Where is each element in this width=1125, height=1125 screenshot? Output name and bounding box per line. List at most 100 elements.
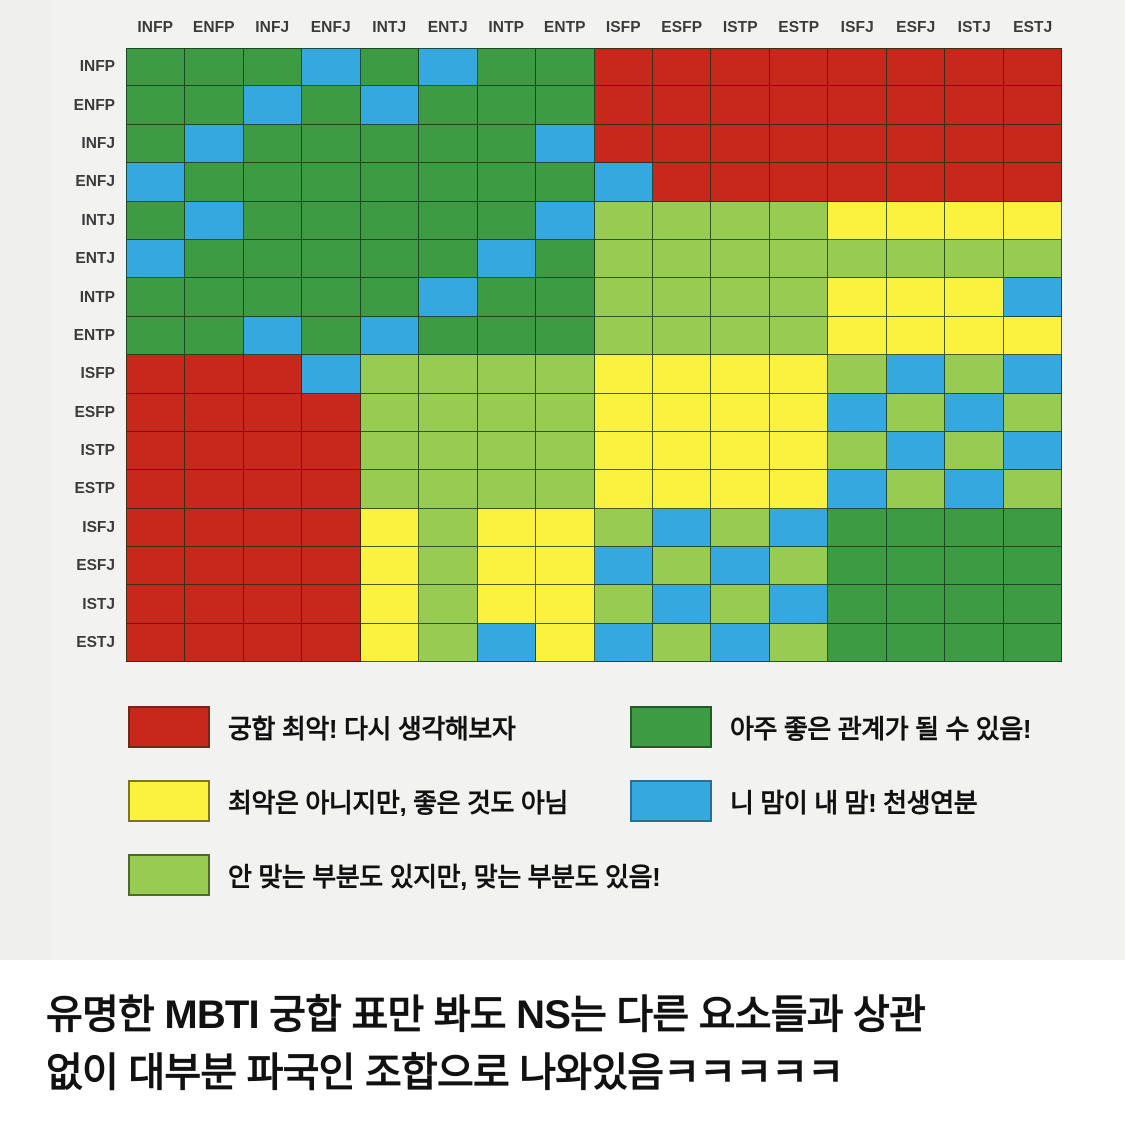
matrix-cell-infp-istj (945, 48, 1004, 87)
matrix-cell-entj-estp (769, 239, 829, 279)
matrix-cell-istj-entj (419, 585, 478, 624)
matrix-cell-istp-istj (945, 431, 1004, 471)
matrix-row-header-esfp: ESFP (74, 403, 115, 421)
matrix-cell-estj-esfj (886, 623, 946, 663)
matrix-cell-entp-entj (419, 316, 478, 356)
matrix-cell-infj-istj (945, 124, 1004, 164)
matrix-column-header-infj: INFJ (255, 19, 290, 36)
matrix-row-cells (126, 470, 1062, 509)
matrix-cell-istp-intj (360, 431, 420, 471)
matrix-cell-esfp-infj (243, 393, 303, 432)
matrix-cell-estj-infp (126, 623, 186, 663)
matrix-cell-intj-isfj (828, 201, 887, 240)
legend-swatch-great (630, 706, 712, 748)
matrix-cell-esfj-isfp (594, 547, 653, 586)
matrix-cell-enfp-istp (711, 86, 770, 125)
matrix-cell-isfj-intp (477, 508, 537, 548)
matrix-column-header-esfj: ESFJ (896, 19, 936, 36)
matrix-row-cells (126, 316, 1062, 356)
caption-line-2: 없이 대부분 파국인 조합으로 나와있음ㅋㅋㅋㅋㅋ (46, 1051, 844, 1095)
matrix-cell-esfj-entp (536, 547, 595, 586)
legend-label-worst: 궁합 최악! 다시 생각해보자 (228, 713, 516, 744)
matrix-cell-enfj-intj (360, 163, 420, 202)
matrix-row-cells (126, 239, 1062, 279)
matrix-cell-esfp-intj (360, 393, 420, 432)
matrix-cell-istj-intp (477, 585, 537, 624)
matrix-cell-entp-enfp (185, 316, 244, 356)
legend-item-neutral: 최악은 아니지만, 좋은 것도 아님 (128, 780, 568, 822)
matrix-cell-infj-estp (769, 124, 829, 164)
matrix-cell-intj-esfp (652, 201, 712, 240)
matrix-cell-esfp-esfp (652, 393, 712, 432)
matrix-cell-istj-estp (769, 585, 829, 624)
matrix-cell-entj-entj (419, 239, 478, 279)
legend-swatch-mixed (128, 854, 210, 896)
matrix-row: ISFP (52, 355, 1062, 394)
matrix-cell-estj-enfj (302, 623, 361, 663)
matrix-row: INTJ (52, 201, 1062, 240)
matrix-cell-istp-intp (477, 431, 537, 471)
matrix-cell-entj-isfp (594, 239, 653, 279)
matrix-cell-esfj-isfj (828, 547, 887, 586)
matrix-cell-intp-estj (1003, 278, 1062, 317)
matrix-row: ISTP (52, 431, 1062, 471)
matrix-cell-intp-entp (536, 278, 595, 317)
matrix-cell-estp-istj (945, 470, 1004, 509)
matrix-cell-isfj-intj (360, 508, 420, 548)
matrix-cell-infp-entj (419, 48, 478, 87)
matrix-cell-esfj-estj (1003, 547, 1062, 586)
matrix-cell-isfp-intj (360, 355, 420, 394)
matrix-cell-enfj-estj (1003, 163, 1062, 202)
matrix-cell-isfp-isfj (828, 355, 887, 394)
matrix-row: ESFP (52, 393, 1062, 432)
matrix-cell-enfj-istp (711, 163, 770, 202)
matrix-column-header-isfp: ISFP (605, 19, 641, 36)
matrix-cell-istp-infj (243, 431, 303, 471)
matrix-cell-isfj-esfj (886, 508, 946, 548)
matrix-cell-estj-enfp (185, 623, 244, 663)
matrix-cell-esfj-intj (360, 547, 420, 586)
matrix-cell-istp-enfj (302, 431, 361, 471)
matrix-cell-intp-infp (126, 278, 186, 317)
matrix-cell-enfp-isfp (594, 86, 653, 125)
matrix-cell-esfp-istp (711, 393, 770, 432)
matrix-cell-estp-enfj (302, 470, 361, 509)
caption-block: 유명한 MBTI 궁합 표만 봐도 NS는 다른 요소들과 상관 없이 대부분 … (0, 960, 1125, 1125)
matrix-row-cells (126, 585, 1062, 624)
matrix-cell-estj-intp (477, 623, 537, 663)
matrix-cell-estp-estp (769, 470, 829, 509)
matrix-row-cells (126, 163, 1062, 202)
matrix-row-cells (126, 201, 1062, 240)
matrix-cell-istj-esfj (886, 585, 946, 624)
matrix-cell-istp-isfp (594, 431, 653, 471)
matrix-cell-infp-estj (1003, 48, 1062, 87)
matrix-column-header-enfj: ENFJ (310, 19, 351, 36)
matrix-cell-entp-esfj (886, 316, 946, 356)
matrix-cell-enfp-enfp (185, 86, 244, 125)
matrix-cell-esfj-esfp (652, 547, 712, 586)
matrix-cell-istp-entp (536, 431, 595, 471)
matrix-cell-entj-enfp (185, 239, 244, 279)
matrix-cell-isfj-infp (126, 508, 186, 548)
matrix-cell-infj-isfj (828, 124, 887, 164)
matrix-cell-intp-enfj (302, 278, 361, 317)
matrix-cell-intp-estp (769, 278, 829, 317)
matrix-row-header-isfp: ISFP (80, 365, 115, 383)
matrix-cell-intj-entp (536, 201, 595, 240)
matrix-cell-entp-intj (360, 316, 420, 356)
matrix-cell-intp-esfj (886, 278, 946, 317)
matrix-row: INFP (52, 48, 1062, 87)
matrix-cell-esfp-entj (419, 393, 478, 432)
matrix-row: ISTJ (52, 585, 1062, 624)
matrix-row-header-istj: ISTJ (82, 595, 115, 613)
matrix-row-cells (126, 86, 1062, 125)
matrix-cell-entj-esfp (652, 239, 712, 279)
matrix-row: INFJ (52, 124, 1062, 164)
matrix-cell-intp-esfp (652, 278, 712, 317)
matrix-cell-intj-intp (477, 201, 537, 240)
matrix-cell-intp-isfp (594, 278, 653, 317)
matrix-cell-esfj-infp (126, 547, 186, 586)
matrix-cell-infp-estp (769, 48, 829, 87)
matrix-row: ENFP (52, 86, 1062, 125)
matrix-cell-infp-entp (536, 48, 595, 87)
